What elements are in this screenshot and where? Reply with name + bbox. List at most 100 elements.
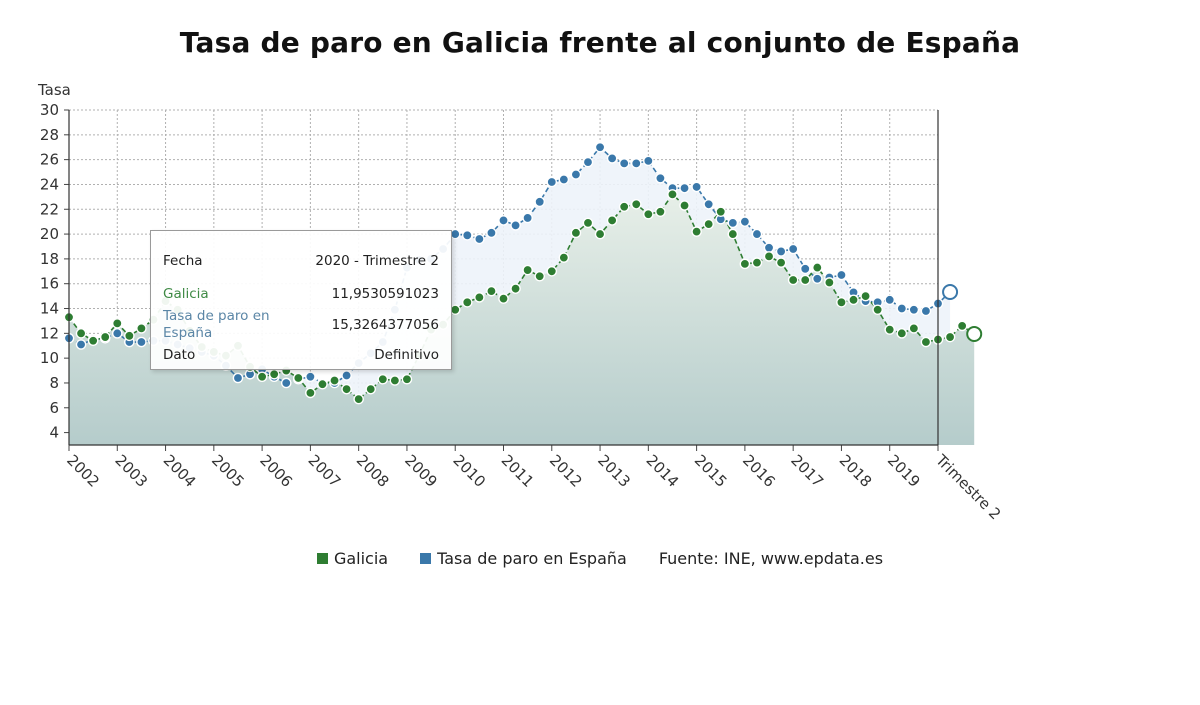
point-espana[interactable] (232, 372, 244, 384)
point-espana[interactable] (570, 169, 582, 180)
point-espana[interactable] (775, 246, 787, 257)
point-galicia[interactable] (703, 218, 714, 230)
point-espana[interactable] (305, 371, 316, 383)
point-espana[interactable] (474, 233, 485, 245)
point-galicia[interactable] (836, 297, 847, 308)
point-galicia[interactable] (305, 387, 316, 399)
legend-item-espana[interactable]: Tasa de paro en España (420, 549, 627, 568)
point-espana[interactable] (606, 153, 618, 164)
point-galicia[interactable] (111, 318, 123, 329)
point-galicia[interactable] (75, 328, 87, 339)
point-galicia[interactable] (570, 227, 582, 239)
point-espana[interactable] (812, 273, 823, 285)
point-galicia[interactable] (787, 274, 799, 286)
point-espana[interactable] (908, 304, 920, 316)
point-galicia[interactable] (99, 331, 111, 343)
point-galicia[interactable] (498, 293, 509, 304)
point-galicia[interactable] (679, 200, 690, 211)
point-espana[interactable] (920, 305, 932, 317)
point-espana[interactable] (522, 212, 533, 224)
point-espana[interactable] (763, 242, 775, 254)
point-espana[interactable] (630, 158, 642, 169)
point-galicia[interactable] (136, 323, 147, 334)
point-galicia[interactable] (618, 201, 630, 213)
point-galicia[interactable] (582, 217, 594, 229)
point-galicia[interactable] (799, 274, 811, 286)
point-galicia[interactable] (486, 285, 497, 297)
point-espana[interactable] (280, 377, 292, 389)
point-galicia[interactable] (461, 297, 473, 308)
legend-item-galicia[interactable]: Galicia (316, 549, 388, 568)
point-galicia[interactable] (872, 304, 883, 316)
point-espana[interactable] (449, 228, 461, 240)
point-galicia[interactable] (775, 257, 787, 268)
point-espana[interactable] (136, 336, 147, 348)
point-galicia[interactable] (908, 323, 920, 334)
point-espana[interactable] (594, 141, 606, 153)
point-espana[interactable] (799, 263, 811, 275)
point-galicia[interactable] (401, 373, 413, 385)
point-galicia[interactable] (594, 228, 606, 240)
point-galicia[interactable] (389, 375, 401, 386)
point-galicia[interactable] (944, 331, 956, 343)
point-espana[interactable] (75, 339, 87, 350)
point-espana[interactable] (787, 243, 799, 255)
point-galicia[interactable] (87, 335, 99, 347)
point-galicia[interactable] (896, 328, 908, 339)
point-galicia[interactable] (353, 393, 364, 405)
point-galicia[interactable] (268, 368, 280, 380)
point-galicia[interactable] (546, 265, 558, 277)
point-espana[interactable] (655, 172, 666, 184)
point-galicia[interactable] (691, 226, 702, 237)
point-galicia[interactable] (763, 251, 775, 262)
point-galicia[interactable] (667, 189, 678, 200)
point-espana[interactable] (727, 217, 739, 229)
point-galicia[interactable] (293, 372, 304, 384)
point-espana[interactable] (510, 220, 521, 231)
point-espana[interactable] (643, 155, 654, 167)
point-galicia[interactable] (474, 292, 485, 303)
point-galicia-hover[interactable] (966, 325, 983, 342)
point-galicia[interactable] (727, 228, 739, 240)
point-galicia[interactable] (860, 290, 871, 302)
point-galicia[interactable] (377, 373, 389, 385)
point-galicia[interactable] (751, 257, 763, 268)
point-espana[interactable] (836, 269, 847, 281)
point-espana[interactable] (111, 328, 123, 339)
point-galicia[interactable] (956, 320, 968, 332)
point-espana[interactable] (751, 228, 763, 240)
point-galicia[interactable] (558, 252, 570, 263)
point-galicia[interactable] (256, 371, 268, 383)
point-galicia[interactable] (812, 262, 823, 273)
point-espana[interactable] (558, 174, 570, 185)
point-espana-hover[interactable] (942, 284, 959, 301)
point-galicia[interactable] (124, 330, 135, 342)
point-galicia[interactable] (317, 378, 328, 390)
point-espana[interactable] (534, 196, 546, 208)
point-espana[interactable] (461, 230, 473, 241)
point-galicia[interactable] (739, 258, 751, 270)
point-galicia[interactable] (449, 304, 461, 316)
point-espana[interactable] (546, 176, 558, 188)
point-galicia[interactable] (848, 294, 859, 306)
point-galicia[interactable] (522, 264, 533, 276)
point-galicia[interactable] (920, 336, 932, 348)
point-galicia[interactable] (606, 215, 618, 226)
point-espana[interactable] (618, 158, 630, 169)
point-galicia[interactable] (643, 208, 654, 220)
point-galicia[interactable] (510, 283, 521, 294)
point-espana[interactable] (739, 216, 751, 227)
point-galicia[interactable] (365, 383, 377, 395)
point-galicia[interactable] (630, 198, 642, 210)
point-galicia[interactable] (715, 206, 727, 218)
point-espana[interactable] (486, 227, 497, 239)
point-espana[interactable] (679, 182, 690, 194)
point-galicia[interactable] (329, 375, 340, 386)
point-espana[interactable] (691, 181, 702, 193)
point-galicia[interactable] (341, 383, 352, 395)
point-espana[interactable] (703, 198, 714, 210)
point-espana[interactable] (341, 370, 352, 381)
point-galicia[interactable] (655, 206, 666, 218)
point-galicia[interactable] (824, 277, 835, 288)
point-espana[interactable] (498, 215, 509, 226)
